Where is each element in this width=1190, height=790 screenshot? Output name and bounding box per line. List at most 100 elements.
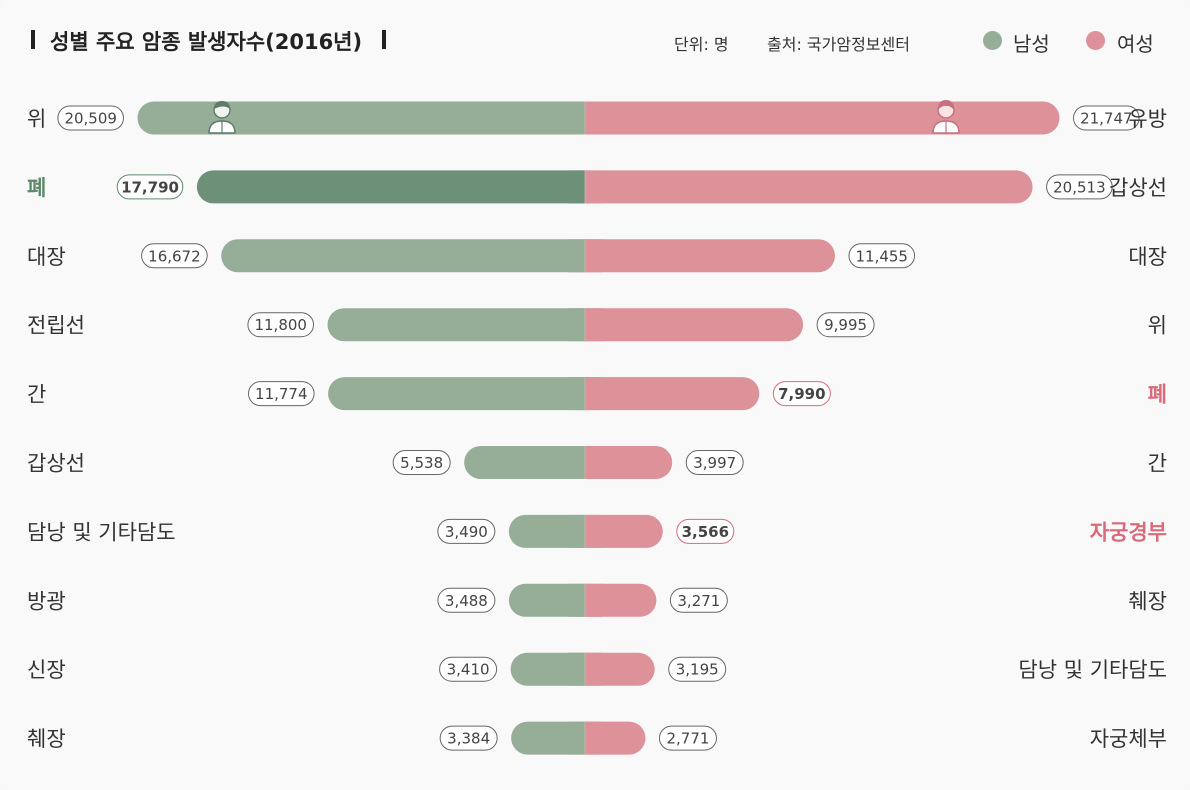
- male-bar-1: [137, 101, 602, 135]
- male-3-pill: [141, 243, 208, 269]
- female-bar-4: [568, 308, 804, 342]
- female-3-pill: [848, 243, 916, 269]
- male-bar-join-4: [568, 308, 585, 342]
- female-category-label: 자궁체부: [1090, 727, 1167, 751]
- male-5-value-label: 11,774: [255, 385, 308, 403]
- male-4-value-label: 11,800: [254, 316, 307, 334]
- legend-female-dot: [1086, 31, 1105, 50]
- female-category-label: 위: [1148, 314, 1167, 338]
- male-bar-join-7: [568, 514, 585, 548]
- male-bar-join-9: [568, 652, 585, 686]
- female-2-value-label: 20,513: [1053, 178, 1106, 196]
- male-7-value-label: 3,490: [445, 523, 488, 541]
- female-category-label: 유방: [1128, 107, 1167, 131]
- male-8-value-label: 3,488: [445, 592, 488, 610]
- female-category-label: 담낭 및 기타담도: [1018, 658, 1167, 682]
- male-4-pill: [247, 312, 315, 338]
- male-bar-join-6: [568, 446, 585, 479]
- female-9-value-label: 3,195: [676, 661, 719, 679]
- male-bar-4: [327, 308, 602, 342]
- male-category-label: 방광: [27, 589, 66, 613]
- female-category-label: 대장: [1128, 245, 1167, 269]
- female-category-label: 췌장: [1128, 589, 1167, 613]
- female-9-pill: [668, 656, 727, 682]
- male-2-pill: [116, 174, 184, 200]
- male-7-pill: [437, 518, 496, 544]
- female-3-value-label: 11,455: [855, 247, 908, 265]
- female-4-pill: [816, 312, 875, 338]
- female-category-label: 자궁경부: [1090, 520, 1167, 544]
- male-category-label: 대장: [27, 245, 66, 269]
- female-bar-join-7: [585, 514, 602, 548]
- female-7-pill: [676, 518, 735, 544]
- male-8-pill: [437, 587, 496, 613]
- female-8-value-label: 3,271: [677, 592, 720, 610]
- unit-note: 단위: 명: [674, 35, 729, 54]
- female-person-icon: [932, 100, 960, 134]
- female-5-pill: [772, 381, 831, 407]
- female-7-value-label: 3,566: [682, 523, 729, 541]
- male-1-pill: [57, 105, 124, 131]
- female-bar-join-3: [585, 239, 602, 273]
- male-bar-join-8: [568, 583, 585, 617]
- female-category-label: 갑상선: [1109, 176, 1167, 200]
- female-category-label: 폐: [1148, 383, 1167, 407]
- male-10-value-label: 3,384: [447, 730, 490, 748]
- male-6-pill: [392, 450, 451, 475]
- female-bar-join-2: [585, 170, 602, 204]
- female-bar-5: [568, 377, 760, 411]
- female-10-value-label: 2,771: [666, 730, 709, 748]
- chart-title: 성별 주요 암종 발생자수(2016년): [50, 30, 363, 54]
- male-category-label: 위: [27, 107, 46, 131]
- male-category-label: 전립선: [27, 314, 85, 338]
- male-category-label: 췌장: [27, 727, 66, 751]
- male-9-pill: [439, 656, 498, 682]
- legend-male-label: 남성: [1013, 32, 1050, 56]
- female-8-pill: [669, 587, 728, 613]
- female-bar-join-6: [585, 446, 602, 479]
- male-10-pill: [439, 725, 498, 751]
- legend-male-dot: [983, 31, 1002, 50]
- male-bar-join-3: [568, 239, 585, 273]
- male-1-value-label: 20,509: [64, 110, 117, 128]
- female-bar-join-10: [585, 721, 602, 755]
- male-category-label: 갑상선: [27, 452, 85, 476]
- title-bar-right: [382, 30, 386, 49]
- chart-header: 성별 주요 암종 발생자수(2016년) 단위: 명 출처: 국가암정보센터 남…: [0, 0, 1190, 80]
- female-6-pill: [685, 450, 744, 475]
- male-2-value-label: 17,790: [121, 178, 179, 196]
- male-category-label: 신장: [27, 658, 66, 682]
- female-1-pill: [1073, 105, 1140, 131]
- male-bar-3: [221, 239, 602, 273]
- male-5-pill: [247, 381, 315, 407]
- female-bar-3: [568, 239, 835, 273]
- female-5-value-label: 7,990: [778, 385, 825, 403]
- female-4-value-label: 9,995: [824, 316, 867, 334]
- female-bar-join-4: [585, 308, 602, 342]
- male-bar-6: [464, 446, 602, 479]
- female-bar-1: [568, 101, 1060, 135]
- female-bar-join-5: [585, 377, 602, 411]
- title-bar-left: [31, 30, 35, 49]
- female-10-pill: [658, 725, 717, 751]
- female-category-label: 간: [1148, 452, 1167, 476]
- female-bar-join-1: [585, 101, 602, 135]
- source-note: 출처: 국가암정보센터: [767, 35, 910, 54]
- male-bar-join-5: [568, 377, 585, 411]
- male-6-value-label: 5,538: [400, 454, 443, 472]
- male-category-label: 담낭 및 기타담도: [27, 520, 176, 544]
- male-bar-2: [196, 170, 602, 204]
- male-bar-join-10: [568, 721, 585, 755]
- male-category-label: 간: [27, 383, 46, 407]
- male-person-icon: [208, 101, 236, 134]
- male-category-label: 폐: [27, 176, 46, 200]
- male-bar-join-1: [568, 101, 585, 135]
- female-6-value-label: 3,997: [693, 454, 736, 472]
- female-bar-join-8: [585, 583, 602, 617]
- female-2-pill: [1046, 174, 1113, 200]
- male-bar-join-2: [568, 170, 585, 204]
- male-9-value-label: 3,410: [447, 661, 490, 679]
- female-bar-2: [568, 170, 1033, 204]
- female-bar-join-9: [585, 652, 602, 686]
